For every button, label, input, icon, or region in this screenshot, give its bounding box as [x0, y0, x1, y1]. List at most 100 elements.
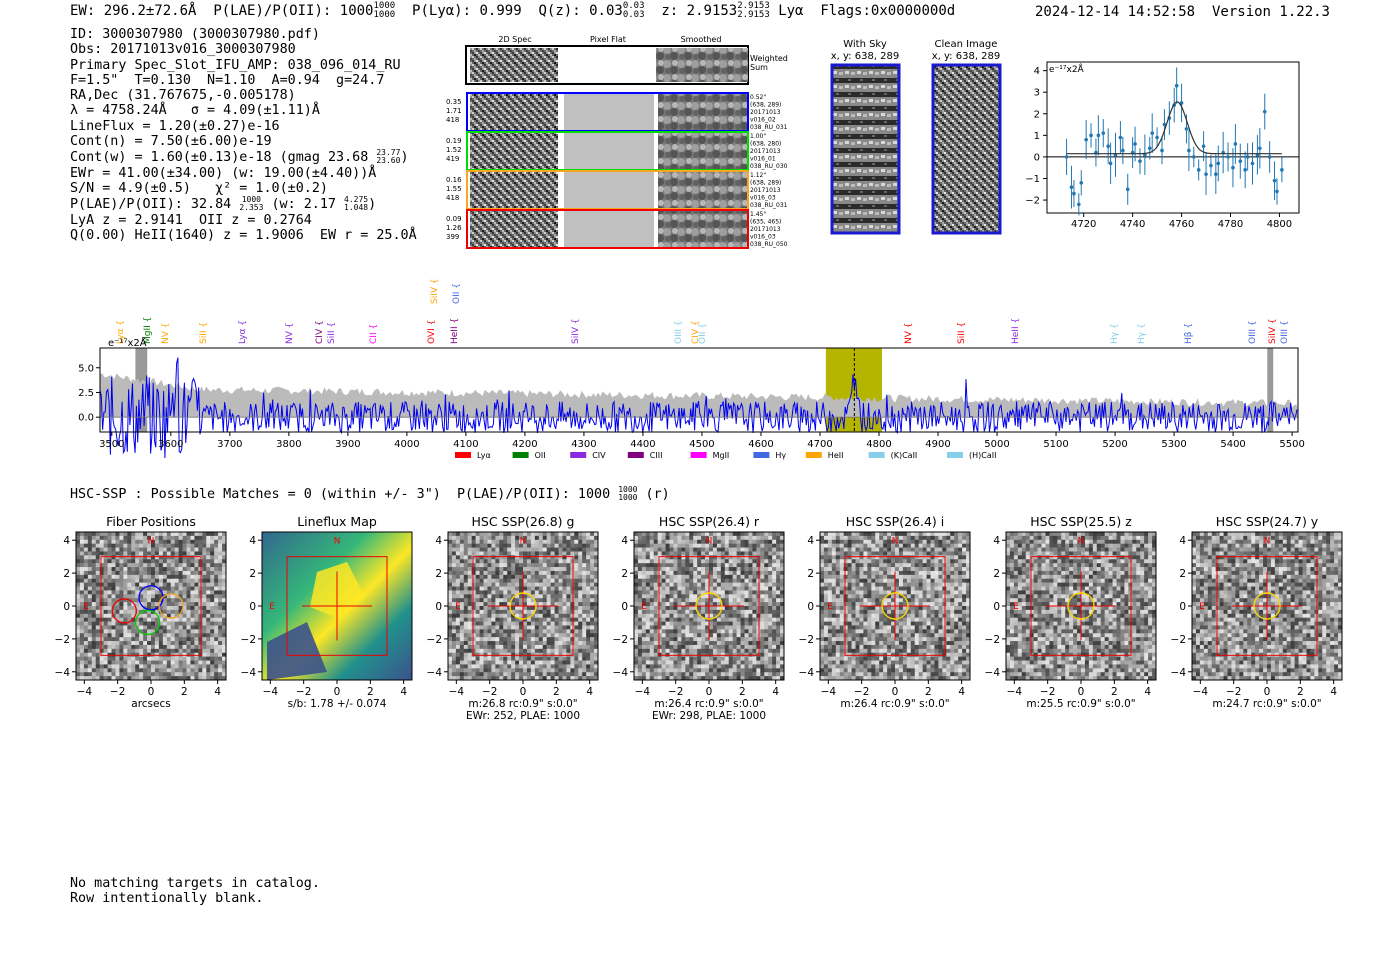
cutout-right-label: 1.12" — [750, 172, 766, 179]
hsc-xtick-label: 4 — [586, 686, 593, 698]
zoom-line-fit-plot: e⁻¹⁷x2Å 4720 4740 4760 4780 4800 4 3 2 1 0 −1 −2 — [1025, 61, 1300, 230]
zoom-data-point — [1106, 144, 1110, 148]
plae-label: P(LAE)/P(OII): — [213, 3, 332, 19]
cutout-right-label: 1.00" — [750, 133, 766, 140]
zoom-data-point — [1089, 133, 1093, 138]
legend-swatch — [753, 452, 770, 458]
info-contn: Cont(n) = 7.50(±6.00)e-19 — [70, 134, 272, 150]
hsc-ytick-label: −4 — [1171, 667, 1187, 679]
zoom-data-point — [1125, 187, 1130, 192]
zoom-data-point — [1101, 131, 1106, 135]
datetime-version: 2024-12-14 14:52:58 Version 1.22.3 — [1035, 4, 1330, 20]
spectrum-unit-label: e⁻¹⁷x2Å — [108, 336, 147, 349]
clean-image-coords: x, y: 638, 289 — [932, 51, 1001, 62]
cutout-right-label: 1.45" — [750, 211, 766, 218]
zoom-data-point — [1216, 161, 1221, 166]
spectral-line-label: CIV { — [315, 320, 325, 344]
z-label: z: — [661, 3, 679, 19]
footer-line-1: No matching targets in catalog. — [70, 876, 320, 891]
col-smoothed: Smoothed — [681, 35, 722, 44]
hsc-panel-4: HSC SSP(26.4) r N E 4 2 0 −2 −4 −4 −2 0 2 4 m:26.4 rc… — [613, 514, 785, 722]
zoom-xtick-label: 4760 — [1169, 219, 1194, 230]
hsc-imaging-panels: Fiber Positions N E 4 2 0 −2 −4 −4 −2 0 2 4 arcsecs Li… — [55, 514, 1343, 722]
zoom-data-point — [1069, 185, 1074, 189]
spectrum-xtick-label: 4400 — [630, 439, 655, 450]
weighted-label: Weighted — [750, 54, 788, 63]
spectral-line-label: Hγ { — [1137, 323, 1147, 344]
spectral-line-label: Lyα { — [116, 320, 126, 344]
spectrum-xtick-label: 5300 — [1161, 439, 1186, 450]
hsc-xtick-label: 0 — [520, 686, 527, 698]
search-box — [844, 556, 946, 656]
hsc-ytick-label: 2 — [249, 568, 256, 580]
hsc-xtick-label: 2 — [739, 686, 746, 698]
zoom-unit-label: e⁻¹⁷x2Å — [1049, 63, 1085, 75]
spectrum-xtick-label: 3700 — [217, 439, 242, 450]
zoom-ytick-label: −2 — [1025, 196, 1040, 207]
cutout-row-frame — [466, 209, 749, 249]
hsc-panel-caption: s/b: 1.78 +/- 0.074 — [288, 698, 387, 710]
spectral-line-label: SiII { — [199, 322, 209, 344]
zoom-data-point — [1233, 142, 1238, 146]
version: Version 1.22.3 — [1211, 4, 1330, 20]
zoom-data-point — [1238, 159, 1243, 164]
cutout-left-label: 1.71 — [446, 107, 462, 115]
hsc-xtick-label: −2 — [110, 686, 125, 698]
spectrum-xtick-label: 4500 — [689, 439, 714, 450]
zoom-data-point — [1064, 155, 1069, 159]
hsc-xtick-label: −2 — [854, 686, 869, 698]
hsc-xtick-label: 2 — [553, 686, 560, 698]
hsc-ssp-title: HSC-SSP : Possible Matches = 0 (within +… — [70, 485, 670, 503]
zoom-data-point — [1204, 172, 1208, 176]
legend-swatch — [455, 452, 471, 458]
legend-label: Lyα — [477, 451, 491, 460]
hsc-xtick-label: −4 — [635, 686, 651, 698]
summary-header: EW: 296.2±72.6Å P(LAE)/P(OII): 10001000 1… — [70, 2, 955, 20]
info-id: ID: 3000307980 (3000307980.pdf) — [70, 27, 320, 42]
spectral-line-label: NV { — [904, 323, 914, 344]
spectrum-xtick-label: 3600 — [158, 439, 183, 450]
zoom-data-point — [1072, 191, 1076, 196]
hsc-ytick-label: 4 — [993, 535, 1000, 547]
spectral-line-label: Hγ { — [1110, 323, 1120, 344]
spectrum-xtick-label: 5400 — [1220, 439, 1245, 450]
cutout-left-label: 0.19 — [446, 137, 462, 145]
zoom-data-point — [1138, 159, 1142, 164]
east-marker: E — [827, 602, 833, 612]
north-marker: N — [1264, 537, 1271, 547]
legend-label: (K)CaII — [891, 451, 918, 460]
aperture-circle — [695, 592, 723, 620]
clean-image-title: Clean Image — [935, 39, 998, 50]
zoom-xtick-label: 4800 — [1267, 219, 1292, 230]
cutout-right-label: 038_RU_050 — [750, 241, 788, 248]
east-marker: E — [1013, 602, 1019, 612]
cutout-right-label: 038_RU_031 — [750, 124, 788, 131]
hsc-panel-2: Lineflux Map N E 4 2 0 −2 −4 −4 −2 0 2 4 s/b: 1.78 +/… — [241, 514, 413, 710]
hsc-ytick-label: 2 — [993, 568, 1000, 580]
zoom-data-point — [1209, 163, 1213, 168]
with-sky-image — [830, 63, 901, 235]
zoom-data-point — [1262, 109, 1267, 114]
north-marker: N — [148, 537, 155, 547]
zoom-xtick-label: 4740 — [1120, 219, 1145, 230]
cutout-right-label: 20171013 — [750, 187, 781, 194]
hsc-panel-caption: m:26.4 rc:0.9" s:0.0" — [840, 698, 949, 710]
cutout-right-label: v016_02 — [750, 117, 776, 124]
cutout-left-label: 0.16 — [446, 176, 462, 184]
hsc-panel-title: HSC SSP(26.4) i — [846, 514, 944, 529]
zoom-ytick-label: 3 — [1034, 88, 1040, 99]
qz-value: 0.03 — [589, 3, 623, 19]
spectrum-xtick-label: 4000 — [394, 439, 419, 450]
zoom-data-point — [1147, 146, 1152, 151]
fiber-circle — [158, 593, 184, 619]
hsc-xtick-label: 2 — [925, 686, 932, 698]
spectrum-xtick-label: 3800 — [276, 439, 301, 450]
col-2d-spec: 2D Spec — [498, 35, 531, 44]
hsc-ytick-label: 0 — [807, 601, 814, 613]
sum-label: Sum — [750, 63, 768, 72]
hsc-xtick-label: 0 — [1264, 686, 1271, 698]
hsc-ytick-label: −2 — [1171, 634, 1186, 646]
north-marker: N — [1078, 537, 1085, 547]
